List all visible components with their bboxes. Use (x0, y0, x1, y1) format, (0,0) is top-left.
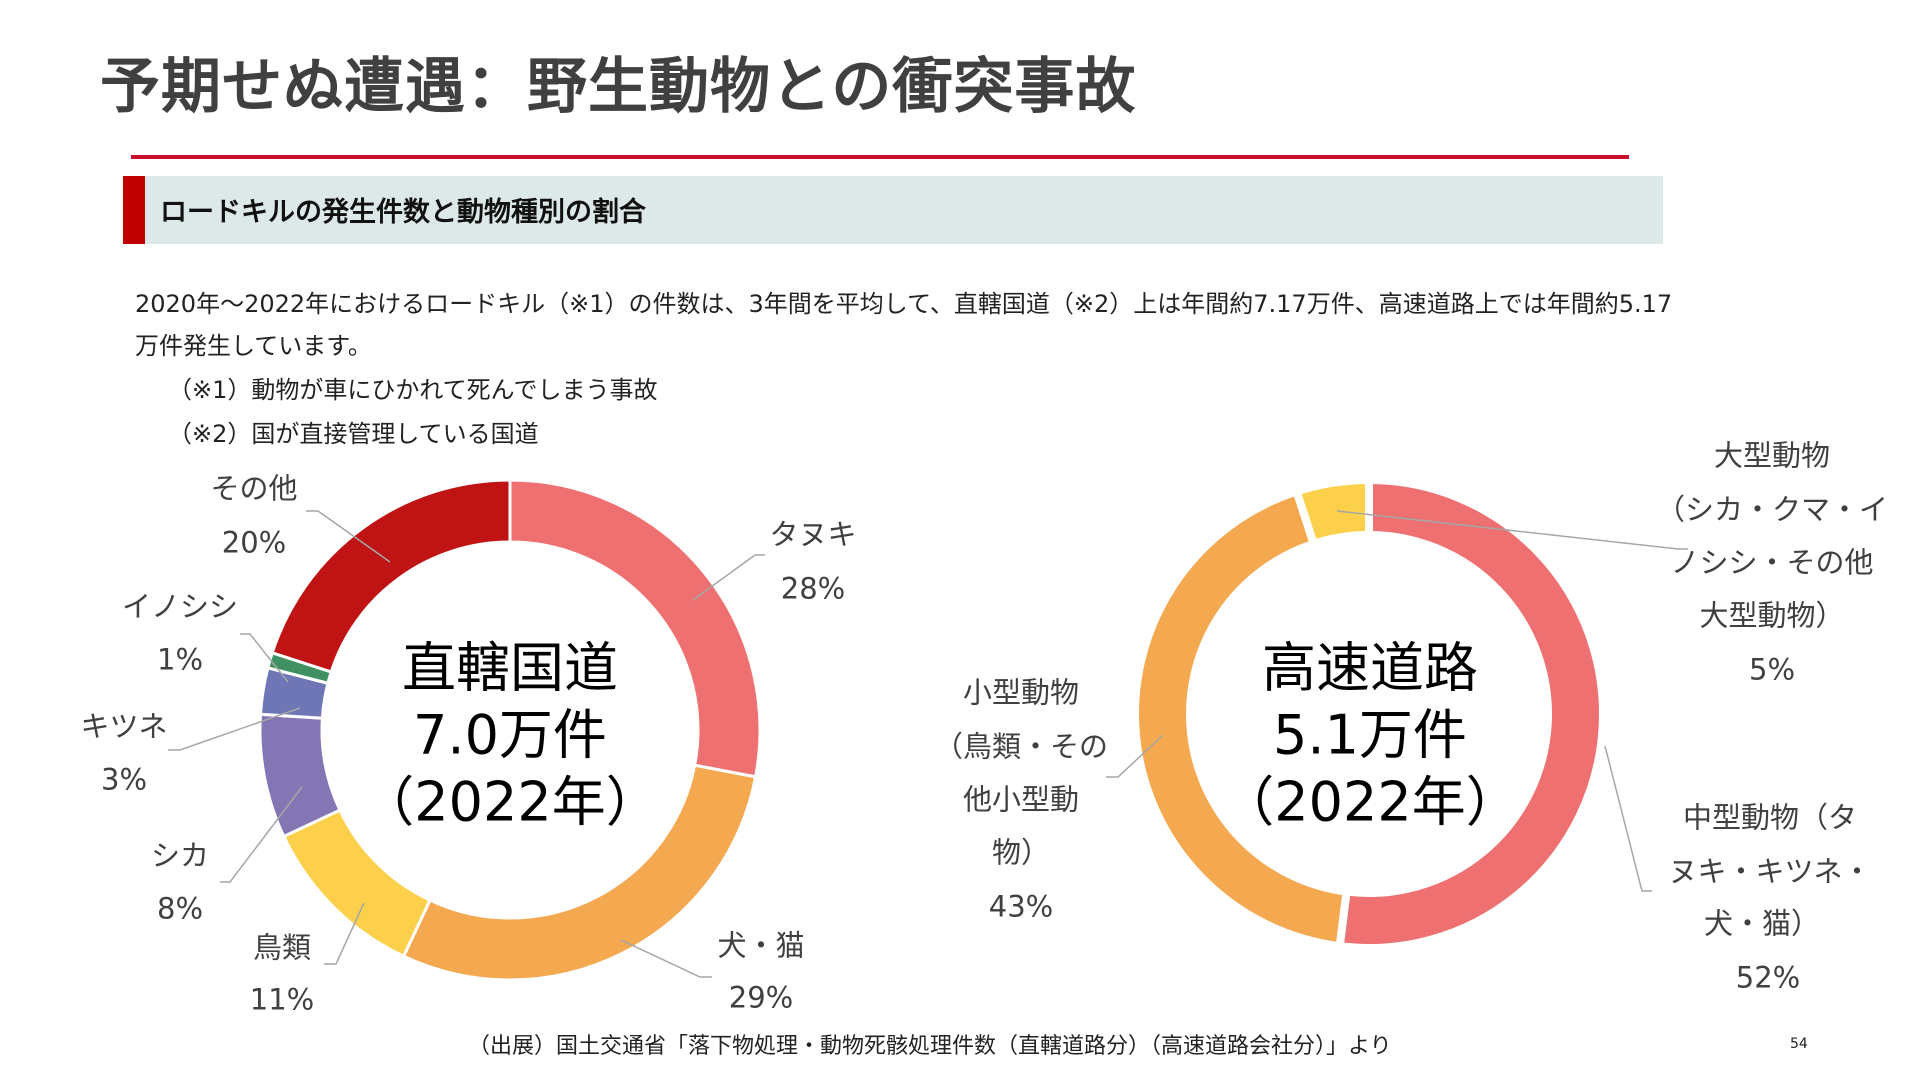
label-kogata-line-2: （鳥類・その (933, 729, 1109, 764)
footnote-2: （※2）国が直接管理している国道 (168, 420, 539, 448)
footnote-1: （※1）動物が車にひかれて死んでしまう事故 (168, 376, 658, 404)
label-kogata-line-1: 小型動物 (962, 675, 1080, 710)
label-kogata-line-3: 他小型動 (962, 782, 1080, 817)
label-tanuki-pct: 28% (780, 571, 846, 606)
donut-slice (1335, 475, 1607, 952)
leader-line-ogata (1336, 510, 1688, 550)
section-title: ロードキルの発生件数と動物種別の割合 (160, 197, 646, 228)
label-chugata-line-1: 中型動物（タ (1682, 800, 1858, 835)
donut-slice (401, 763, 758, 982)
label-inu-neko: 犬・猫 (717, 928, 805, 963)
label-shika: シカ (150, 838, 210, 873)
label-chugata-pct: 52% (1735, 960, 1801, 995)
center-year: （2022年） (1220, 770, 1520, 834)
source-citation: （出展）国土交通省「落下物処理・動物死骸処理件数（直轄道路分）（高速道路会社分）… (468, 1034, 1392, 1059)
label-ogata-line-3: ノシシ・その他 (1670, 545, 1874, 580)
title-divider (131, 155, 1629, 159)
leader-line-sonota (306, 510, 391, 563)
label-chorui: 鳥類 (252, 930, 312, 965)
label-sonota: その他 (210, 471, 298, 506)
center-total: 7.0万件 (413, 703, 607, 767)
section-accent-marker (123, 176, 145, 244)
label-ogata-line-4: 大型動物） (1699, 598, 1845, 633)
label-kitsune: キツネ (80, 709, 168, 744)
page-number: 54 (1790, 1036, 1808, 1052)
label-kogata-pct: 43% (988, 889, 1054, 924)
donut-center-label-national-road: 直轄国道 7.0万件 （2022年） (360, 635, 659, 836)
label-ogata-pct: 5% (1748, 652, 1796, 687)
leader-line-kitsune (168, 707, 301, 751)
donut-slice (508, 478, 762, 779)
donut-chart-national-road (258, 478, 762, 982)
leader-line-inu-neko (620, 939, 712, 978)
label-kitsune-pct: 3% (100, 762, 148, 797)
label-kogata-line-4: 物） (991, 835, 1051, 870)
label-chugata-line-3: 犬・猫） (1703, 906, 1821, 941)
donut-center-label-expressway: 高速道路 5.1万件 （2022年） (1220, 635, 1519, 836)
label-inoshishi: イノシシ (121, 589, 239, 624)
center-title: 直轄国道 (402, 636, 618, 700)
donut-slice (270, 478, 512, 674)
leader-line-chorui (324, 902, 365, 965)
slide-title: 予期せぬ遭遇：野生動物との衝突事故 (100, 52, 1137, 122)
donut-slice (1291, 475, 1373, 549)
donut-slice (1131, 486, 1352, 951)
center-title: 高速道路 (1262, 636, 1478, 700)
label-ogata-line-1: 大型動物 (1713, 438, 1831, 473)
body-text-line-2: 万件発生しています。 (135, 332, 372, 360)
body-text-line-1: 2020年～2022年におけるロードキル（※1）の件数は、3年間を平均して、直轄… (135, 290, 1673, 318)
leader-line-tanuki (692, 554, 765, 601)
center-total: 5.1万件 (1273, 703, 1467, 767)
label-inoshishi-pct: 1% (156, 642, 204, 677)
leader-line-shika (220, 786, 303, 883)
label-chorui-pct: 11% (249, 982, 315, 1017)
leader-line-kogata (1106, 734, 1164, 778)
label-tanuki: タヌキ (769, 517, 857, 552)
label-chugata-line-2: ヌキ・キツネ・ (1668, 854, 1872, 889)
center-year: （2022年） (360, 770, 660, 834)
leader-line-chugata (1604, 745, 1652, 892)
leader-line-inoshishi (240, 633, 289, 683)
label-shika-pct: 8% (156, 891, 204, 926)
donut-chart-expressway (1131, 475, 1607, 952)
leader-lines (168, 510, 1688, 978)
section-header-bar (123, 176, 1663, 244)
label-sonota-pct: 20% (221, 525, 287, 560)
label-ogata-line-2: （シカ・クマ・イ (1655, 492, 1889, 527)
label-inu-neko-pct: 29% (728, 980, 794, 1015)
